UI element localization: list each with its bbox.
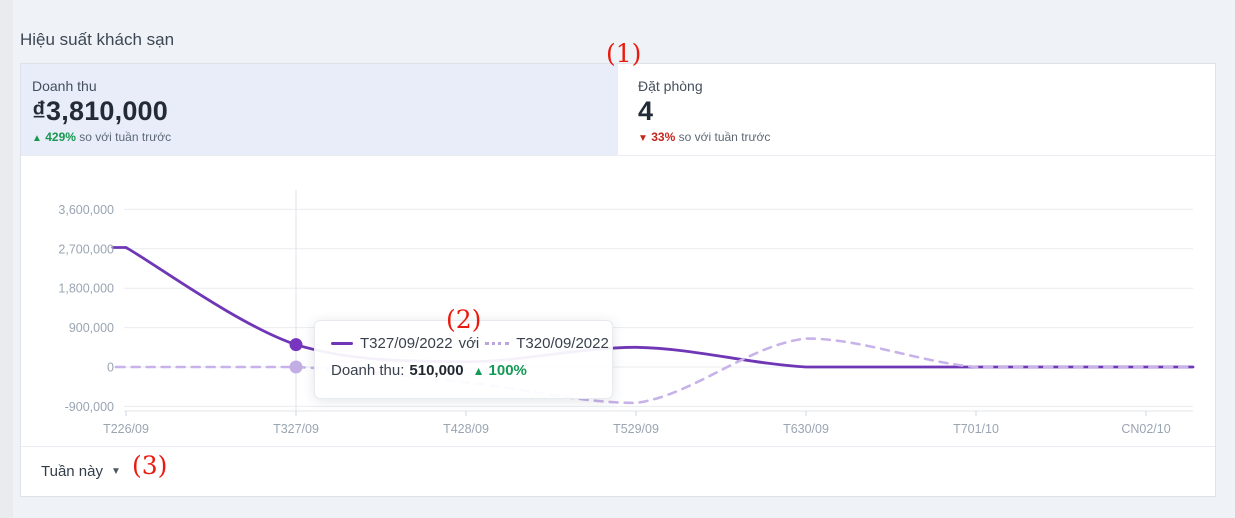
kpi-row: Doanh thu ₫3,810,000 ▲ 429% so với tuần … [21,64,1215,156]
tooltip-metric-label: Doanh thu: [331,362,405,379]
annotation-2: (2) [446,305,482,334]
tooltip-connector: với [458,335,480,352]
svg-text:T529/09: T529/09 [613,422,659,436]
chart-tooltip: T327/09/2022 với T320/09/2022 Doanh thu:… [314,320,613,399]
tooltip-value: 510,000 [409,362,464,379]
svg-text:900,000: 900,000 [69,321,114,335]
card-footer: Tuần này ▼ [21,446,1215,496]
svg-text:3,600,000: 3,600,000 [58,203,114,217]
bookings-compare-text: so với tuần trước [678,130,771,144]
tooltip-series-a: T327/09/2022 [360,335,453,352]
chevron-down-icon: ▼ [111,466,121,477]
dashed-line-swatch-icon [485,342,510,345]
trend-up-icon: ▲ [32,133,42,144]
annotation-1: (1) [606,39,642,68]
svg-text:2,700,000: 2,700,000 [58,242,114,256]
revenue-change-percent: 429% [45,130,76,144]
svg-text:T701/10: T701/10 [953,422,999,436]
solid-line-swatch-icon [331,342,353,345]
tooltip-series-b: T320/09/2022 [516,335,609,352]
tooltip-header: T327/09/2022 với T320/09/2022 [331,335,609,352]
revenue-label: Doanh thu [32,78,97,94]
svg-text:0: 0 [107,361,114,375]
trend-down-icon: ▼ [638,133,648,144]
svg-text:CN02/10: CN02/10 [1121,422,1170,436]
revenue-chart-area[interactable]: 3,600,000 2,700,000 1,800,000 900,000 0 -900,… [21,156,1215,448]
revenue-change: ▲ 429% so với tuần trước [32,130,606,144]
revenue-line-chart[interactable]: 3,600,000 2,700,000 1,800,000 900,000 0 -900,… [21,156,1215,448]
svg-text:1,800,000: 1,800,000 [58,282,114,296]
revenue-value: ₫3,810,000 [32,96,168,126]
tooltip-change-percent: 100% [488,362,527,379]
bookings-change: ▼ 33% so với tuần trước [638,130,1203,144]
svg-text:T327/09: T327/09 [273,422,319,436]
hotel-performance-card: Doanh thu ₫3,810,000 ▲ 429% so với tuần … [20,63,1216,497]
week-range-selector[interactable]: Tuần này ▼ [41,463,121,480]
svg-text:T428/09: T428/09 [443,422,489,436]
annotation-3: (3) [132,451,168,480]
tooltip-body: Doanh thu: 510,000 ▲ 100% [331,362,596,379]
kpi-card-revenue[interactable]: Doanh thu ₫3,810,000 ▲ 429% so với tuần … [21,64,618,155]
page-left-gutter [0,0,13,518]
revenue-compare-text: so với tuần trước [79,130,172,144]
range-label: Tuần này [41,463,103,480]
bookings-change-percent: 33% [651,130,676,144]
kpi-card-bookings[interactable]: Đặt phòng 4 ▼ 33% so với tuần trước [618,64,1215,155]
tooltip-trend-up-icon: ▲ [472,363,485,378]
bookings-value: 4 [638,96,654,126]
svg-text:T630/09: T630/09 [783,422,829,436]
page-title: Hiệu suất khách sạn [20,30,175,49]
svg-text:-900,000: -900,000 [65,400,114,414]
svg-text:T226/09: T226/09 [103,422,149,436]
bookings-label: Đặt phòng [638,78,703,94]
